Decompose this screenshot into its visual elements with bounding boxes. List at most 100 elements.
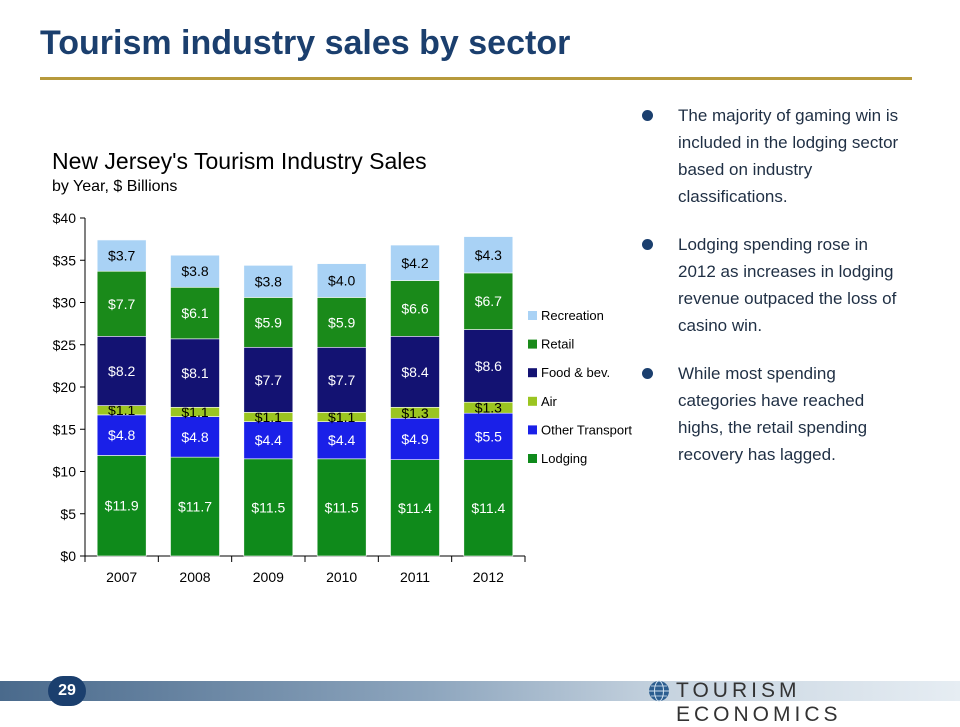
x-tick-label: 2010 xyxy=(326,569,357,585)
bullet-item: While most spending categories have reac… xyxy=(640,360,910,468)
bar-segment xyxy=(390,417,440,460)
bar-segment xyxy=(463,272,514,330)
bar-segment xyxy=(390,335,440,408)
bar-segment xyxy=(390,244,440,281)
x-tick-label: 2008 xyxy=(179,569,210,585)
x-tick-label: 2007 xyxy=(106,569,137,585)
y-tick-label: $20 xyxy=(53,379,77,395)
bullet-text: While most spending categories have reac… xyxy=(678,364,868,464)
bar-segment xyxy=(316,346,367,413)
data-label: $1.1 xyxy=(181,404,208,420)
data-label: $7.7 xyxy=(328,372,355,388)
bullet-text: The majority of gaming win is included i… xyxy=(678,106,899,206)
data-label: $6.1 xyxy=(181,305,208,321)
x-tick-label: 2011 xyxy=(400,569,430,585)
bar-segment xyxy=(243,458,294,557)
legend-swatch xyxy=(528,311,537,320)
bullet-text: Lodging spending rose in 2012 as increas… xyxy=(678,235,897,335)
bar-segment xyxy=(390,459,440,557)
bullet-item: The majority of gaming win is included i… xyxy=(640,102,910,210)
legend-label: Other Transport xyxy=(541,422,632,437)
data-label: $11.4 xyxy=(471,500,505,516)
bar-segment xyxy=(243,346,294,413)
data-label: $11.9 xyxy=(105,498,139,514)
y-tick-label: $0 xyxy=(60,548,76,564)
y-tick-label: $25 xyxy=(53,337,77,353)
bar-segment xyxy=(463,236,514,274)
data-label: $8.6 xyxy=(475,358,502,374)
data-label: $1.1 xyxy=(108,402,135,418)
bullet-dot-icon xyxy=(642,110,653,121)
y-tick-label: $40 xyxy=(53,210,77,226)
legend-label: Recreation xyxy=(541,308,604,323)
chart-title: New Jersey's Tourism Industry Sales xyxy=(52,148,427,174)
bar-segment xyxy=(390,280,440,337)
data-label: $1.1 xyxy=(328,409,355,425)
chart-subtitle: by Year, $ Billions xyxy=(52,178,178,195)
title-divider xyxy=(40,77,912,80)
data-label: $4.4 xyxy=(328,432,355,448)
bar-segment xyxy=(170,416,220,458)
data-label: $4.9 xyxy=(401,431,428,447)
footer-bar xyxy=(0,681,960,701)
legend-label: Food & bev. xyxy=(541,365,610,380)
bar-segment xyxy=(96,414,147,456)
y-tick-label: $15 xyxy=(53,421,77,437)
data-label: $1.1 xyxy=(255,409,282,425)
slide-title: Tourism industry sales by sector xyxy=(40,24,571,62)
page-number-badge: 29 xyxy=(48,676,86,706)
data-label: $4.2 xyxy=(401,255,428,271)
bullet-dot-icon xyxy=(642,239,653,250)
legend-label: Lodging xyxy=(541,451,587,466)
legend-swatch xyxy=(528,339,537,349)
legend-label: Air xyxy=(541,394,558,409)
bar-segment xyxy=(243,297,294,348)
y-tick-label: $35 xyxy=(53,252,77,268)
data-label: $4.8 xyxy=(181,429,208,445)
data-label: $5.5 xyxy=(475,428,502,444)
y-tick-label: $5 xyxy=(60,506,76,522)
data-label: $11.4 xyxy=(398,500,432,516)
bar-segment xyxy=(243,265,294,298)
data-label: $8.4 xyxy=(401,364,428,380)
data-label: $11.5 xyxy=(251,499,285,515)
legend-swatch xyxy=(528,425,537,435)
globe-icon xyxy=(649,680,669,702)
x-tick-label: 2009 xyxy=(253,569,284,585)
bar-segment xyxy=(463,459,514,557)
data-label: $6.6 xyxy=(401,300,428,316)
bar-segment xyxy=(96,455,147,557)
legend-swatch xyxy=(528,368,537,378)
bar-segment xyxy=(170,254,220,288)
bar-segment xyxy=(170,338,220,408)
data-label: $3.8 xyxy=(181,263,208,279)
y-tick-label: $10 xyxy=(53,464,77,480)
data-label: $11.5 xyxy=(325,499,359,515)
legend-swatch xyxy=(528,396,537,406)
data-label: $4.0 xyxy=(328,273,355,289)
data-label: $1.3 xyxy=(475,400,502,416)
bar-segment xyxy=(316,458,367,557)
brand-logo: TOURISM ECONOMICS xyxy=(648,678,928,726)
data-label: $4.3 xyxy=(475,247,502,263)
data-label: $3.7 xyxy=(108,248,135,264)
data-label: $6.7 xyxy=(475,293,502,309)
data-label: $4.8 xyxy=(108,427,135,443)
bar-segment xyxy=(243,421,294,460)
bar-segment xyxy=(96,270,147,337)
bar-segment xyxy=(316,263,367,298)
bar-segment xyxy=(170,456,220,557)
legend-label: Retail xyxy=(541,337,574,352)
bar-segment xyxy=(463,412,514,460)
data-label: $5.9 xyxy=(328,314,355,330)
data-label: $4.4 xyxy=(255,432,282,448)
legend-swatch xyxy=(528,454,537,463)
bar-segment xyxy=(463,329,514,403)
bullet-dot-icon xyxy=(642,368,653,379)
data-label: $3.8 xyxy=(255,273,282,289)
data-label: $8.2 xyxy=(108,363,135,379)
bar-segment xyxy=(316,297,367,348)
data-label: $1.3 xyxy=(401,405,428,421)
